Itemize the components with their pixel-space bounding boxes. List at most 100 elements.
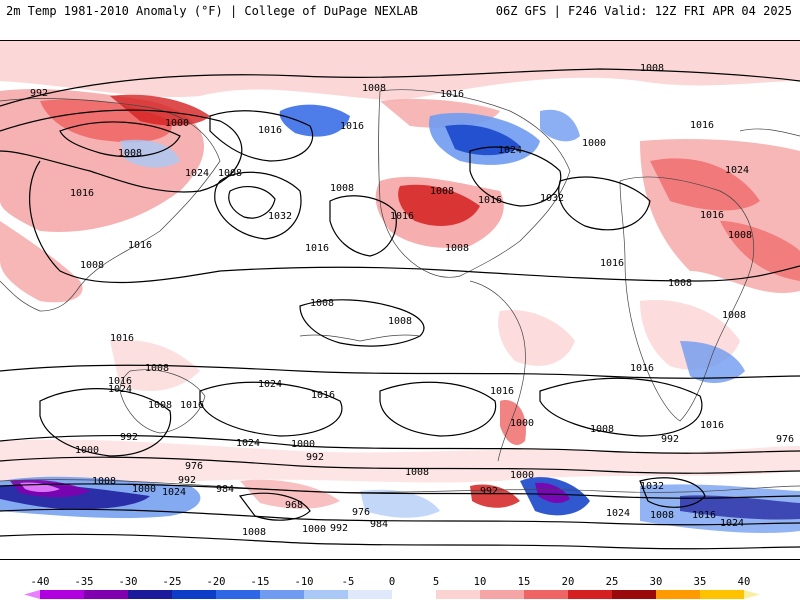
color-scale-bar [24, 590, 760, 599]
chart-title: 2m Temp 1981-2010 Anomaly (°F) | College… [6, 4, 418, 18]
color-scale-swatch [216, 590, 261, 599]
color-scale-tick: 40 [737, 576, 751, 588]
color-scale-swatch [172, 590, 217, 599]
isobar-label: 1016 [110, 333, 134, 344]
color-scale-swatch [392, 590, 437, 599]
isobar-label: 1016 [258, 125, 282, 136]
isobar-label: 968 [285, 500, 303, 511]
isobar-label: 1016 [490, 386, 514, 397]
color-scale-swatch [524, 590, 569, 599]
isobar-label: 1024 [162, 487, 186, 498]
isobar-label: 1032 [640, 481, 664, 492]
isobar-label: 1024 [720, 518, 744, 529]
isobar-label: 1016 [108, 376, 132, 387]
color-scale-tick: -20 [206, 576, 226, 588]
isobar-label: 1000 [582, 138, 606, 149]
color-scale-tick: 30 [649, 576, 663, 588]
color-scale-tick: -15 [250, 576, 270, 588]
color-scale-swatch [84, 590, 129, 599]
isobar-label: 1000 [165, 118, 189, 129]
isobar-label: 992 [120, 432, 138, 443]
color-scale-tick: 0 [388, 576, 396, 588]
color-scale-legend: -40 -35 -30 -25 -20 -15 -10 -5 0 5 10 15 20 25 30 35 40 [0, 576, 800, 600]
isobar-label: 992 [178, 475, 196, 486]
isobar-label: 1008 [722, 310, 746, 321]
isobar-label: 1032 [540, 193, 564, 204]
color-scale-swatch [480, 590, 525, 599]
color-scale-tick: 5 [432, 576, 440, 588]
isobar-label: 1008 [242, 527, 266, 538]
isobar-label: 1008 [118, 148, 142, 159]
color-scale-swatch [568, 590, 613, 599]
color-scale-tick: 15 [517, 576, 531, 588]
color-scale-tick: 35 [693, 576, 707, 588]
isobar-label: 1016 [180, 400, 204, 411]
color-scale-swatch [436, 590, 481, 599]
isobar-label: 992 [661, 434, 679, 445]
isobar-label: 992 [480, 486, 498, 497]
isobar-label: 1008 [668, 278, 692, 289]
isobar-label: 1008 [590, 424, 614, 435]
isobar-label: 1016 [311, 390, 335, 401]
isobar-label: 1024 [236, 438, 260, 449]
isobar-label: 1024 [185, 168, 209, 179]
isobar-label: 1000 [302, 524, 326, 535]
model-run-label: 06Z GFS | F246 Valid: 12Z FRI APR 04 202… [495, 4, 792, 18]
isobar-label: 1000 [510, 470, 534, 481]
isobar-label: 1008 [650, 510, 674, 521]
color-scale-tick: 20 [561, 576, 575, 588]
isobar-label: 1008 [362, 83, 386, 94]
isobar-label: 1016 [340, 121, 364, 132]
color-scale-tick: -10 [294, 576, 314, 588]
color-scale-tick: 10 [473, 576, 487, 588]
isobar-label: 1016 [692, 510, 716, 521]
isobar-label: 984 [216, 484, 234, 495]
coastlines [0, 89, 800, 493]
isobar-label: 1008 [145, 363, 169, 374]
color-scale-swatch [656, 590, 701, 599]
color-scale-swatch [612, 590, 657, 599]
color-scale-swatch [128, 590, 173, 599]
isobar-label: 976 [185, 461, 203, 472]
isobar-label: 992 [306, 452, 324, 463]
color-scale-tick: -40 [30, 576, 50, 588]
isobar-label: 1016 [390, 211, 414, 222]
color-scale-tick: -5 [341, 576, 355, 588]
isobar-label: 1016 [700, 420, 724, 431]
isobar-label: 1016 [128, 240, 152, 251]
isobar-label: 1016 [700, 210, 724, 221]
color-scale-tick: -30 [118, 576, 138, 588]
color-scale-tick: -35 [74, 576, 94, 588]
isobar-label: 1008 [430, 186, 454, 197]
isobar-label: 984 [370, 519, 388, 530]
isobar-label: 1008 [310, 298, 334, 309]
isobar-label: 976 [352, 507, 370, 518]
isobar-label: 1008 [92, 476, 116, 487]
isobar-label: 1000 [510, 418, 534, 429]
isobar-label: 1000 [291, 439, 315, 450]
color-scale-tick: -25 [162, 576, 182, 588]
isobar-label: 1032 [268, 211, 292, 222]
isobar-label: 1008 [405, 467, 429, 478]
anomaly-shading [0, 41, 800, 559]
isobar-label: 1008 [330, 183, 354, 194]
isobar-label: 976 [776, 434, 794, 445]
color-scale-swatch [700, 590, 745, 599]
color-scale-swatch [304, 590, 349, 599]
isobar-label: 1016 [70, 188, 94, 199]
isobars [0, 68, 800, 550]
color-scale-arrow-right [744, 590, 760, 599]
isobar-label: 1008 [445, 243, 469, 254]
isobar-label: 1008 [388, 316, 412, 327]
isobar-label: 992 [30, 88, 48, 99]
isobar-label: 1008 [218, 168, 242, 179]
color-scale-swatch [348, 590, 393, 599]
isobar-label: 1024 [258, 379, 282, 390]
isobar-label: 1024 [606, 508, 630, 519]
isobar-label: 1016 [630, 363, 654, 374]
isobar-label: 1008 [728, 230, 752, 241]
isobar-label: 1016 [478, 195, 502, 206]
isobar-label: 1024 [725, 165, 749, 176]
isobar-label: 1008 [640, 63, 664, 74]
isobar-label: 1016 [600, 258, 624, 269]
